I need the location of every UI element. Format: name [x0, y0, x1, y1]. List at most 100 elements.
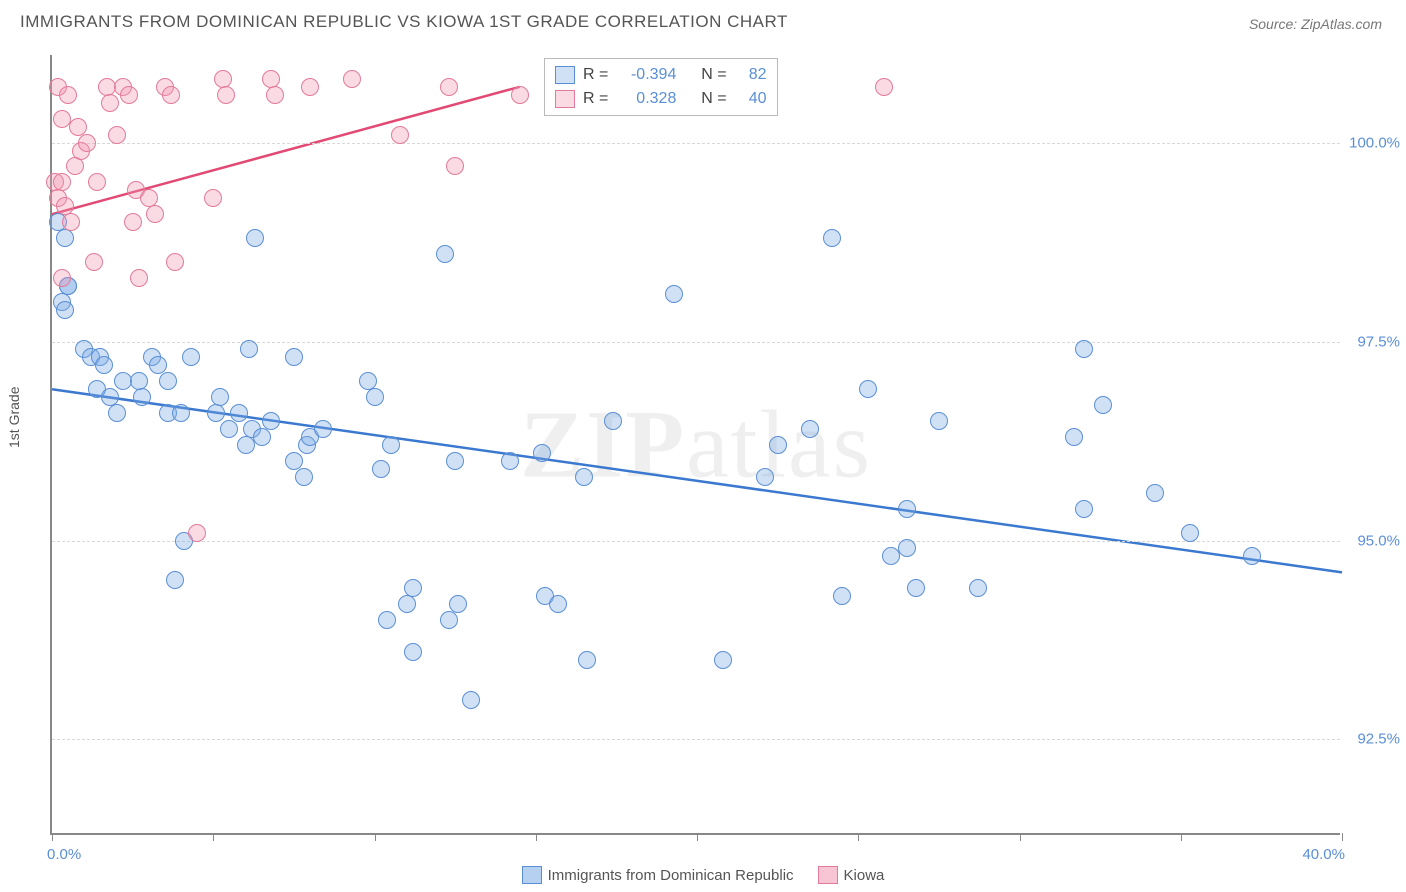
data-point [188, 524, 206, 542]
data-point [366, 388, 384, 406]
source-attribution: Source: ZipAtlas.com [1249, 16, 1382, 32]
data-point [262, 412, 280, 430]
data-point [146, 205, 164, 223]
data-point [833, 587, 851, 605]
data-point [382, 436, 400, 454]
data-point [162, 86, 180, 104]
data-point [56, 301, 74, 319]
x-tick [1020, 833, 1021, 841]
data-point [756, 468, 774, 486]
data-point [604, 412, 622, 430]
x-tick [858, 833, 859, 841]
stats-box: R =-0.394 N =82R =0.328 N =40 [544, 58, 778, 116]
x-tick [1181, 833, 1182, 841]
stat-swatch-icon [555, 90, 575, 108]
data-point [172, 404, 190, 422]
data-point [301, 78, 319, 96]
data-point [436, 245, 454, 263]
data-point [120, 86, 138, 104]
data-point [823, 229, 841, 247]
data-point [130, 372, 148, 390]
data-point [62, 213, 80, 231]
y-tick-label: 97.5% [1357, 333, 1400, 350]
data-point [217, 86, 235, 104]
legend-swatch-icon [522, 866, 542, 884]
data-point [253, 428, 271, 446]
data-point [875, 78, 893, 96]
data-point [930, 412, 948, 430]
x-tick [52, 833, 53, 841]
data-point [549, 595, 567, 613]
stat-swatch-icon [555, 66, 575, 84]
stat-r-label: R = [583, 66, 608, 84]
legend-item-pink: Kiowa [818, 866, 885, 884]
data-point [266, 86, 284, 104]
legend-item-blue: Immigrants from Dominican Republic [522, 866, 794, 884]
data-point [88, 173, 106, 191]
data-point [404, 579, 422, 597]
legend-label: Kiowa [844, 867, 885, 884]
data-point [969, 579, 987, 597]
data-point [533, 444, 551, 462]
data-point [440, 78, 458, 96]
data-point [404, 643, 422, 661]
data-point [56, 229, 74, 247]
data-point [769, 436, 787, 454]
data-point [446, 452, 464, 470]
data-point [207, 404, 225, 422]
data-point [108, 404, 126, 422]
data-point [501, 452, 519, 470]
data-point [133, 388, 151, 406]
data-point [859, 380, 877, 398]
data-point [898, 539, 916, 557]
legend-label: Immigrants from Dominican Republic [548, 867, 794, 884]
data-point [101, 94, 119, 112]
stat-n-label: N = [701, 66, 726, 84]
data-point [1181, 524, 1199, 542]
data-point [53, 269, 71, 287]
data-point [398, 595, 416, 613]
gridline [52, 739, 1340, 740]
data-point [85, 253, 103, 271]
data-point [124, 213, 142, 231]
data-point [108, 126, 126, 144]
trend-line [52, 87, 520, 214]
gridline [52, 143, 1340, 144]
data-point [578, 651, 596, 669]
x-tick [697, 833, 698, 841]
data-point [166, 571, 184, 589]
stat-n-value: 40 [735, 90, 767, 108]
stat-r-value: 0.328 [616, 90, 676, 108]
data-point [898, 500, 916, 518]
data-point [130, 269, 148, 287]
data-point [204, 189, 222, 207]
y-tick-label: 92.5% [1357, 731, 1400, 748]
data-point [801, 420, 819, 438]
stat-n-value: 82 [735, 66, 767, 84]
x-tick [213, 833, 214, 841]
data-point [240, 340, 258, 358]
data-point [1065, 428, 1083, 446]
plot-area: ZIPatlas R =-0.394 N =82R =0.328 N =40 0… [50, 55, 1340, 835]
data-point [1075, 340, 1093, 358]
data-point [462, 691, 480, 709]
data-point [378, 611, 396, 629]
data-point [446, 157, 464, 175]
data-point [907, 579, 925, 597]
data-point [343, 70, 361, 88]
chart-title: IMMIGRANTS FROM DOMINICAN REPUBLIC VS KI… [20, 12, 788, 32]
stat-n-label: N = [701, 90, 726, 108]
data-point [511, 86, 529, 104]
data-point [314, 420, 332, 438]
x-tick [1342, 833, 1343, 841]
data-point [95, 356, 113, 374]
data-point [1075, 500, 1093, 518]
legend: Immigrants from Dominican Republic Kiowa [0, 866, 1406, 884]
data-point [78, 134, 96, 152]
data-point [391, 126, 409, 144]
legend-swatch-icon [818, 866, 838, 884]
y-axis-title: 1st Grade [6, 387, 22, 448]
y-tick-label: 100.0% [1349, 134, 1400, 151]
data-point [230, 404, 248, 422]
data-point [159, 372, 177, 390]
